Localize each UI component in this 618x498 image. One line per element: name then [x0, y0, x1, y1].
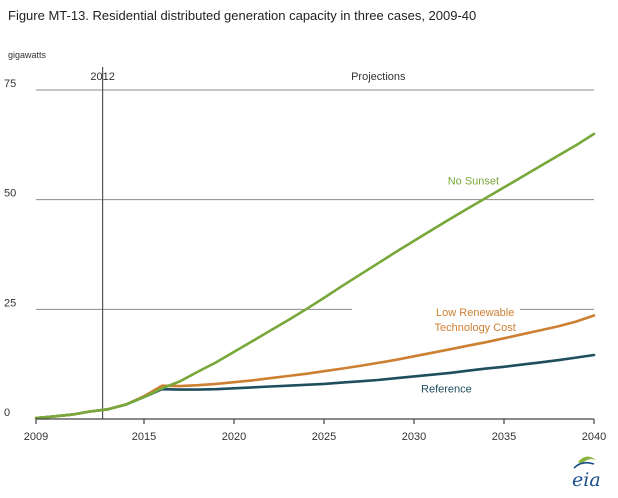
- series-line-no-sunset: [34, 132, 596, 420]
- leaf-icon: [578, 456, 596, 464]
- series-label-reference: Reference: [421, 384, 472, 396]
- projections-label: Projections: [351, 71, 406, 83]
- x-tick-label: 2040: [582, 431, 606, 443]
- y-tick-label: 0: [4, 407, 10, 419]
- x-tick-label: 2009: [24, 431, 48, 443]
- series-label-low-renewable-technology-cost: Low Renewable Technology Cost: [435, 307, 516, 334]
- x-tick-label: 2015: [132, 431, 156, 443]
- label-gap: [352, 307, 520, 312]
- gridlines: [36, 89, 594, 310]
- chart-title: Figure MT-13. Residential distributed ge…: [8, 8, 476, 23]
- x-tick-label: 2025: [312, 431, 336, 443]
- y-tick-label: 50: [4, 188, 16, 200]
- logo-text: eia: [572, 469, 601, 491]
- eia-logo: eia: [572, 456, 601, 491]
- unit-label: gigawatts: [8, 50, 47, 60]
- x-tick-label: 2020: [222, 431, 246, 443]
- x-axis-ticks: 2009 2015 2020 2025 2030 2035 2040: [24, 419, 606, 443]
- y-axis-ticks: 0 25 50 75: [4, 78, 16, 419]
- y-tick-label: 25: [4, 297, 16, 309]
- divider-year-label: 2012: [90, 71, 114, 83]
- x-tick-label: 2030: [402, 431, 426, 443]
- series-labels: No Sunset Low Renewable Technology Cost Ref…: [352, 175, 520, 396]
- swoosh-icon: [573, 461, 595, 469]
- x-tick-label: 2035: [492, 431, 516, 443]
- y-tick-label: 75: [4, 78, 16, 90]
- series-lines: [34, 132, 596, 420]
- series-line-reference: [34, 353, 596, 420]
- series-label-no-sunset: No Sunset: [448, 175, 499, 187]
